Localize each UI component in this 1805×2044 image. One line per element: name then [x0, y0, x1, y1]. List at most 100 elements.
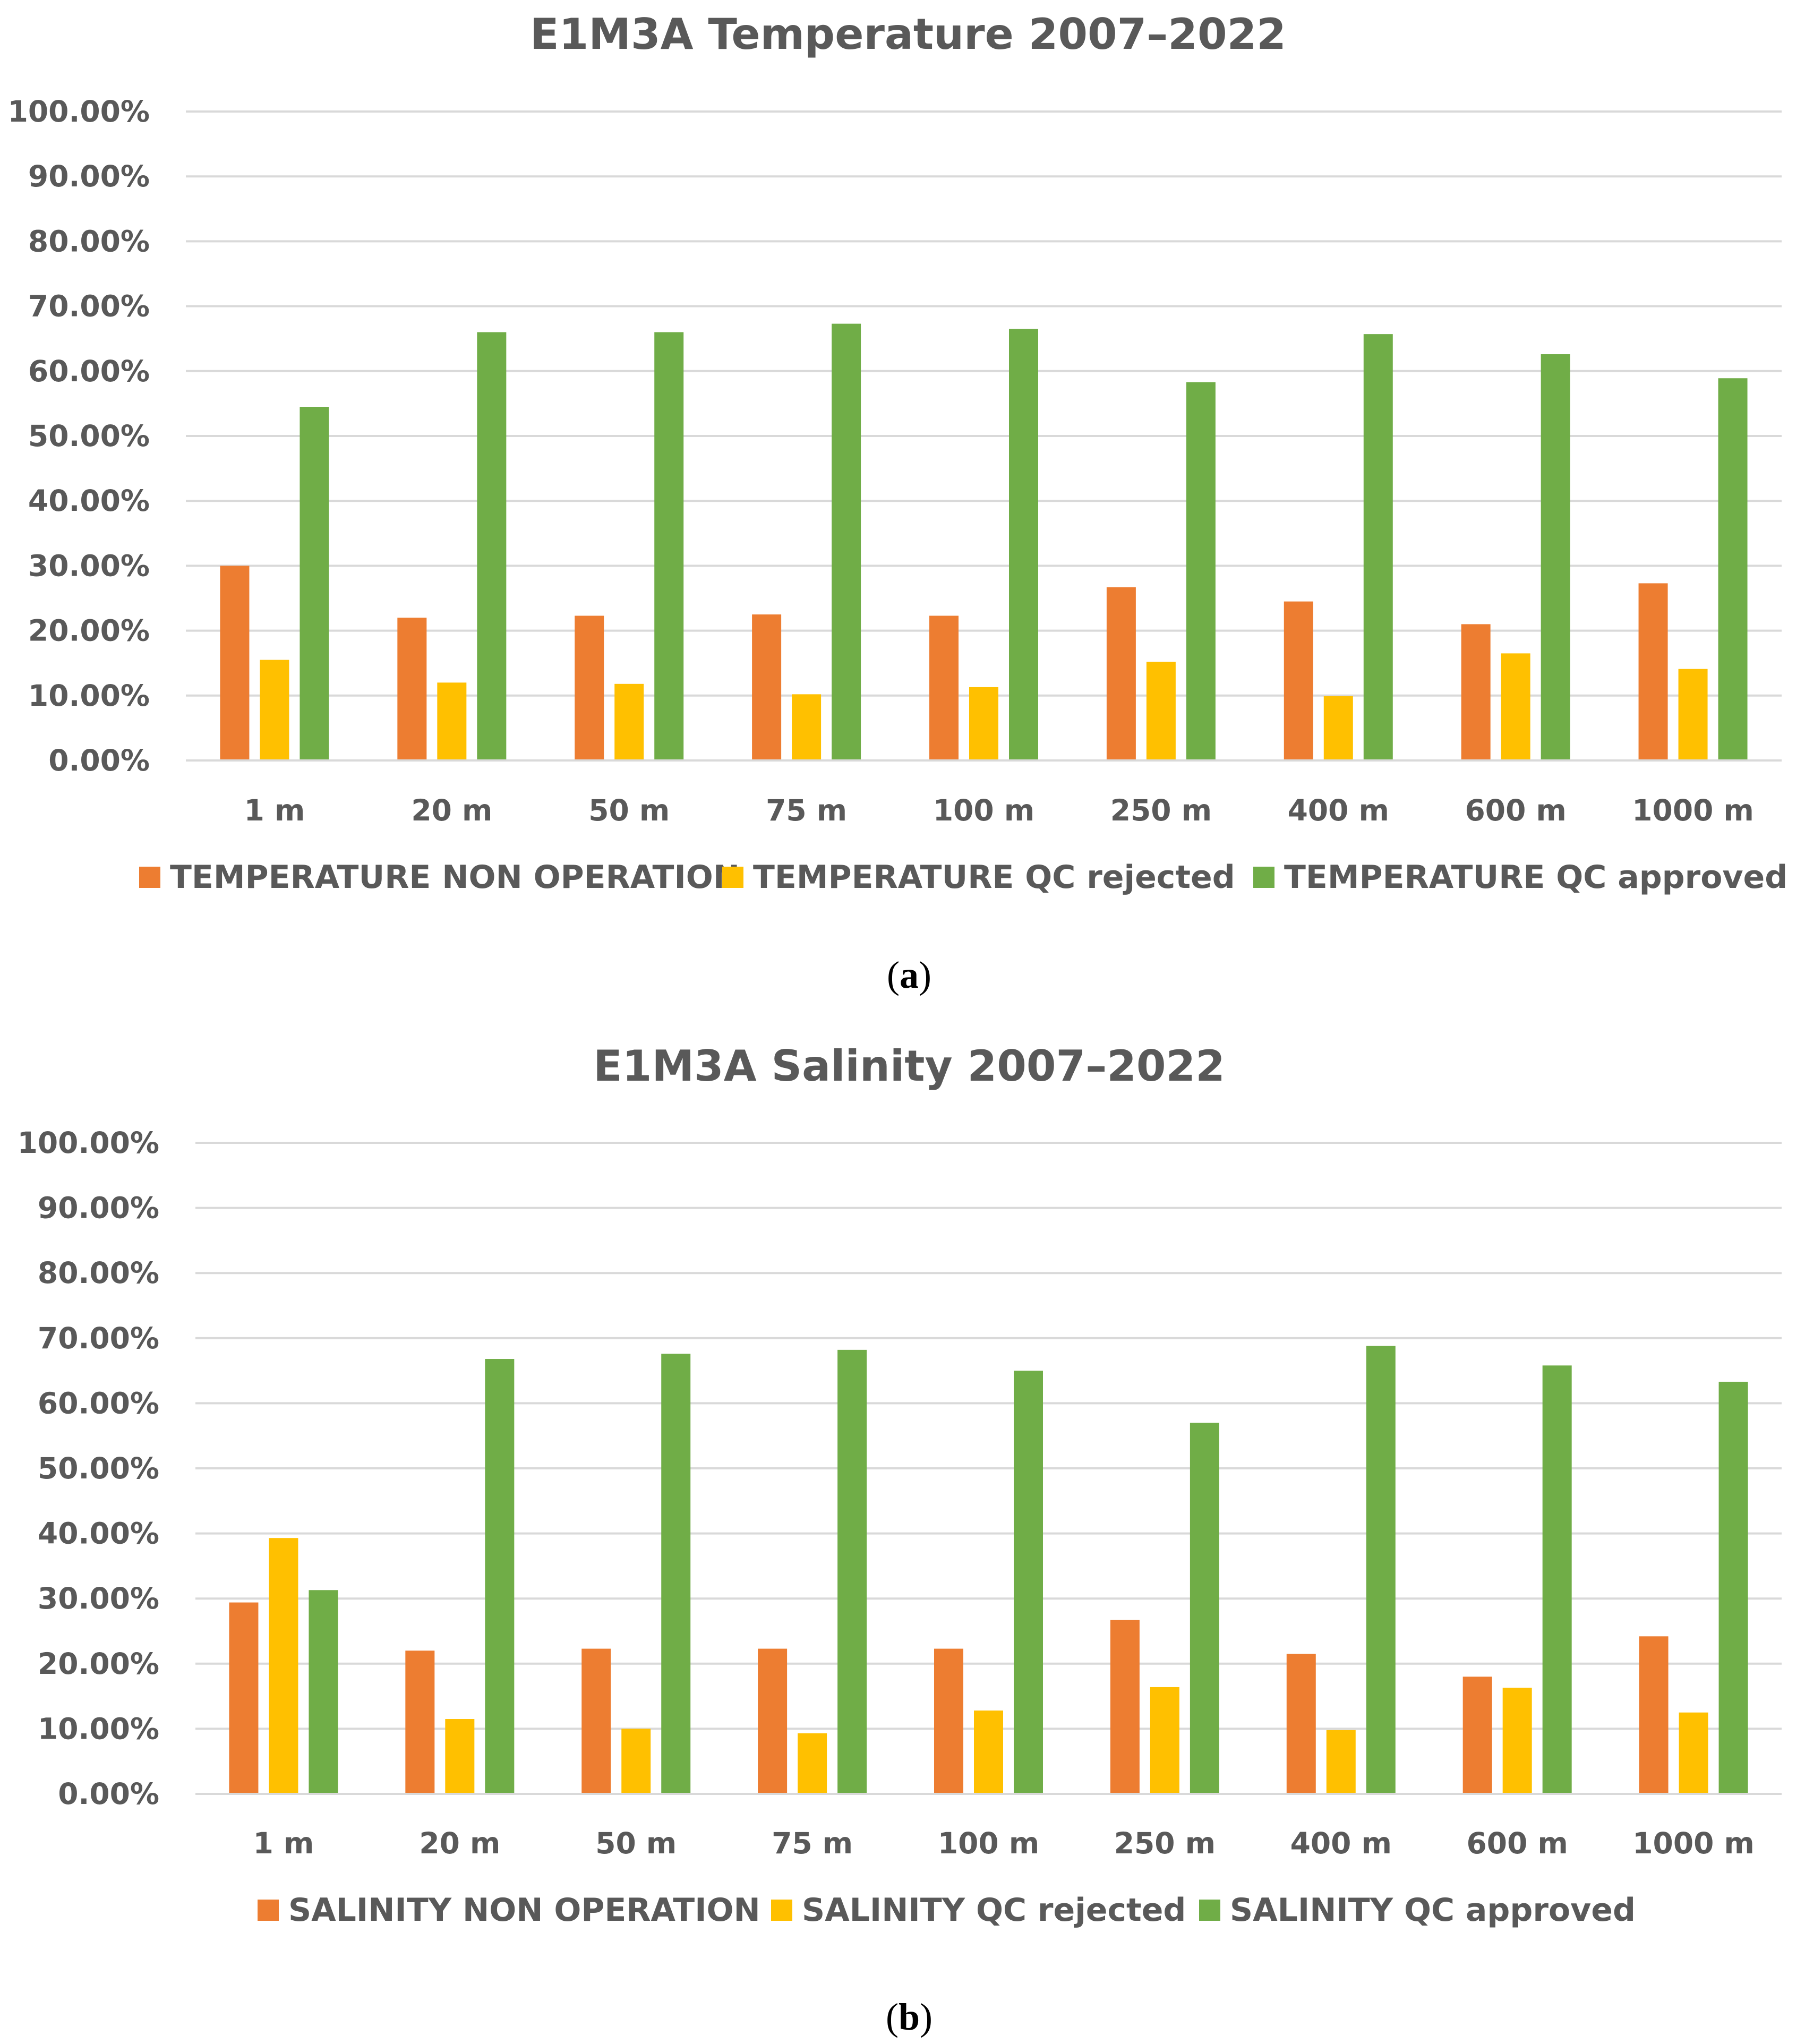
bars: [186, 323, 1782, 762]
x-tick-label: 250 m: [1110, 793, 1212, 827]
bar: [260, 660, 289, 760]
y-tick-label: 20.00%: [28, 614, 150, 648]
bar: [621, 1729, 651, 1794]
bar: [614, 683, 644, 760]
legend-label: TEMPERATURE QC rejected: [753, 859, 1235, 896]
y-tick-label: 60.00%: [28, 354, 150, 388]
chart-title: E1M3A Salinity 2007–2022: [593, 1041, 1225, 1091]
bar: [1363, 334, 1393, 760]
bar: [1014, 1371, 1043, 1794]
chart-title: E1M3A Temperature 2007–2022: [530, 10, 1286, 59]
y-tick-label: 90.00%: [28, 159, 150, 193]
bar: [269, 1538, 298, 1794]
bar: [1146, 662, 1176, 760]
bar: [1326, 1730, 1356, 1794]
y-tick-label: 30.00%: [28, 549, 150, 583]
bar: [1541, 354, 1570, 760]
bar: [1718, 378, 1748, 760]
legend-item: TEMPERATURE QC rejected: [722, 859, 1235, 896]
y-axis-ticks: 0.00% 10.00% 20.00% 30.00% 40.00% 50.00% 60.00…: [18, 1126, 159, 1811]
bar: [832, 323, 861, 760]
x-tick-label: 1 m: [244, 793, 305, 827]
bar: [485, 1359, 515, 1794]
y-tick-label: 50.00%: [38, 1451, 159, 1485]
bar: [974, 1711, 1003, 1794]
bar: [477, 332, 507, 760]
legend-label: SALINITY QC approved: [1230, 1892, 1636, 1929]
x-tick-label: 50 m: [588, 793, 670, 827]
y-axis-ticks: 0.00% 10.00% 20.00% 30.00% 40.00% 50.00% 60.00…: [8, 95, 150, 777]
x-tick-label: 600 m: [1465, 793, 1567, 827]
y-tick-label: 70.00%: [38, 1321, 159, 1355]
y-tick-label: 90.00%: [38, 1191, 159, 1225]
bar: [309, 1590, 338, 1794]
legend-item: SALINITY QC approved: [1199, 1892, 1636, 1929]
legend-label: TEMPERATURE QC approved: [1284, 859, 1787, 896]
bar: [300, 407, 329, 760]
bar: [661, 1354, 691, 1794]
bar: [752, 614, 782, 760]
y-tick-label: 60.00%: [38, 1386, 159, 1420]
bar: [1106, 587, 1136, 760]
bar: [1638, 583, 1668, 760]
y-tick-label: 10.00%: [38, 1712, 159, 1746]
x-tick-label: 75 m: [766, 793, 847, 827]
bar: [1284, 601, 1313, 760]
x-tick-label: 250 m: [1114, 1826, 1216, 1860]
legend-swatch: [139, 867, 160, 888]
x-tick-label: 20 m: [411, 793, 492, 827]
y-tick-label: 100.00%: [8, 95, 150, 129]
temperature-chart: E1M3A Temperature 2007–2022 0.00% 10.00% 2…: [8, 10, 1788, 896]
x-tick-label: 100 m: [938, 1826, 1039, 1860]
y-tick-label: 20.00%: [38, 1647, 159, 1681]
bars: [195, 1346, 1782, 1795]
bar: [1366, 1346, 1396, 1794]
bar: [1286, 1654, 1316, 1794]
x-tick-label: 400 m: [1288, 793, 1389, 827]
legend-swatch: [1199, 1900, 1220, 1921]
y-tick-label: 50.00%: [28, 419, 150, 453]
legend-swatch: [771, 1900, 792, 1921]
legend-label: TEMPERATURE NON OPERATION: [170, 859, 740, 896]
bar: [934, 1648, 963, 1794]
y-tick-label: 10.00%: [28, 679, 150, 713]
bar: [229, 1602, 259, 1794]
bar: [397, 618, 427, 760]
bar: [1542, 1365, 1572, 1794]
legend-item: SALINITY NON OPERATION: [258, 1892, 760, 1929]
legend-label: SALINITY QC rejected: [802, 1892, 1186, 1929]
y-tick-label: 80.00%: [38, 1256, 159, 1290]
y-tick-label: 70.00%: [28, 289, 150, 323]
bar: [1009, 329, 1038, 760]
bar: [758, 1648, 788, 1794]
bar: [1190, 1423, 1219, 1794]
salinity-chart: E1M3A Salinity 2007–2022 0.00% 10.00% 20.0…: [18, 1041, 1782, 1929]
x-tick-label: 20 m: [419, 1826, 500, 1860]
legend-item: TEMPERATURE QC approved: [1253, 859, 1787, 896]
bar: [575, 615, 604, 760]
bar: [969, 687, 998, 760]
y-tick-label: 80.00%: [28, 224, 150, 258]
x-tick-label: 75 m: [772, 1826, 853, 1860]
bar: [1461, 624, 1491, 760]
y-tick-label: 0.00%: [58, 1777, 159, 1811]
bar: [437, 682, 467, 760]
bar: [1678, 669, 1708, 760]
x-tick-label: 600 m: [1467, 1826, 1568, 1860]
bar: [837, 1349, 867, 1794]
bar: [929, 615, 959, 760]
legend-swatch: [1253, 867, 1274, 888]
bar: [798, 1733, 827, 1794]
legend-swatch: [722, 867, 743, 888]
legend-swatch: [258, 1900, 279, 1921]
x-tick-label: 1000 m: [1632, 793, 1754, 827]
bar: [1718, 1381, 1748, 1794]
bar: [1502, 1688, 1532, 1794]
bar: [445, 1719, 475, 1794]
y-tick-label: 0.00%: [48, 743, 150, 777]
caption-a: (a): [887, 954, 931, 996]
bar: [792, 694, 822, 760]
bar: [1323, 696, 1353, 760]
caption-b: (b): [886, 1996, 933, 2038]
